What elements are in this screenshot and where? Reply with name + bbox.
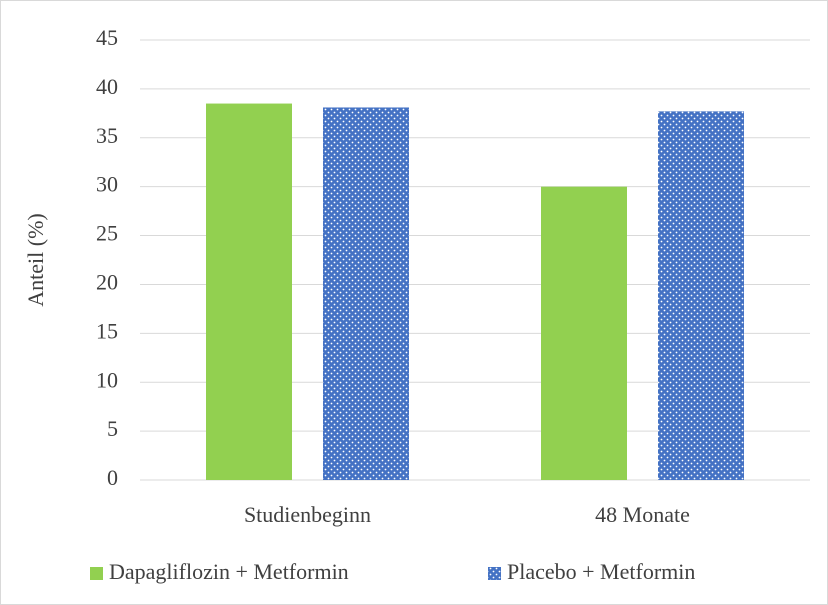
- legend-label: Dapagliflozin + Metformin: [109, 559, 349, 584]
- y-tick-label: 35: [96, 123, 118, 148]
- bar: [323, 107, 409, 480]
- y-tick-label: 0: [107, 465, 118, 490]
- y-tick-label: 20: [96, 269, 118, 294]
- x-tick-label: Studienbeginn: [244, 502, 371, 527]
- y-tick-label: 5: [107, 416, 118, 441]
- y-tick-label: 10: [96, 367, 118, 392]
- legend-swatch: [90, 567, 103, 580]
- y-tick-label: 15: [96, 318, 118, 343]
- y-tick-label: 40: [96, 74, 118, 99]
- bar: [541, 186, 627, 480]
- y-axis-label: Anteil (%): [23, 213, 48, 306]
- x-tick-label: 48 Monate: [595, 502, 690, 527]
- legend-label: Placebo + Metformin: [507, 559, 695, 584]
- y-tick-label: 30: [96, 172, 118, 197]
- y-tick-label: 25: [96, 221, 118, 246]
- y-tick-label: 45: [96, 25, 118, 50]
- bar: [206, 103, 292, 481]
- bar: [658, 111, 744, 480]
- legend-swatch: [488, 567, 501, 580]
